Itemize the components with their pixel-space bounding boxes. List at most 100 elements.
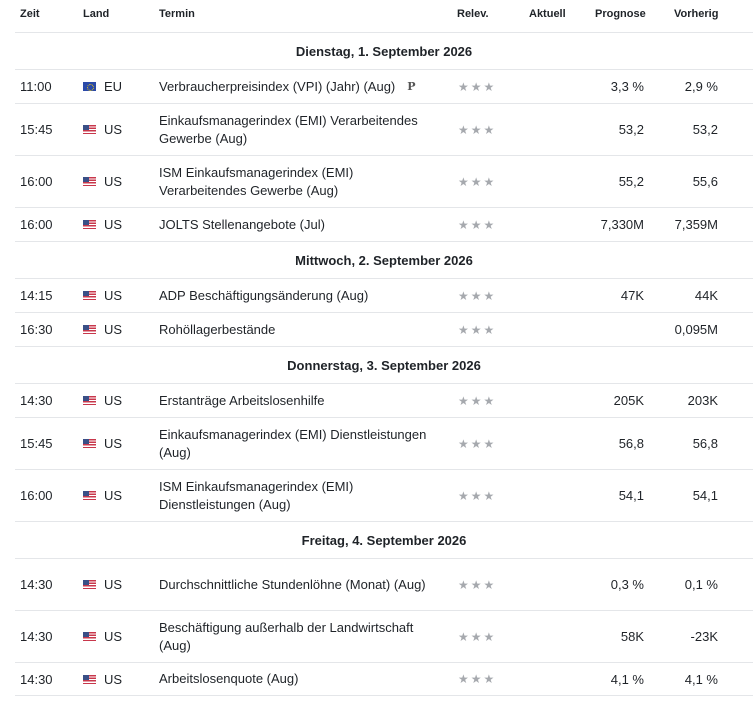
- star-icon: ★: [483, 322, 495, 337]
- us-flag-icon: [83, 220, 96, 229]
- star-icon: ★: [470, 217, 482, 232]
- event-name[interactable]: Rohöllagerbestände: [159, 321, 276, 337]
- header-aktuell[interactable]: Aktuell: [529, 8, 566, 20]
- star-icon: ★: [470, 322, 482, 337]
- event-time: 14:15: [20, 288, 53, 303]
- table-row[interactable]: 11:00 EU Verbraucherpreisindex (VPI) (Ja…: [15, 69, 753, 103]
- event-forecast: 4,1 %: [610, 671, 644, 687]
- header-zeit[interactable]: Zeit: [20, 8, 40, 20]
- country-code: US: [104, 217, 123, 232]
- event-name[interactable]: Durchschnittliche Stundenlöhne (Monat) (…: [159, 576, 426, 592]
- us-flag-icon: [83, 491, 96, 500]
- economic-calendar-table: Zeit Land Termin Relev. Aktuell Prognose…: [15, 0, 753, 696]
- event-time: 14:30: [20, 393, 53, 408]
- us-flag-icon: [83, 325, 96, 334]
- event-time: 14:30: [20, 629, 53, 644]
- table-row[interactable]: 15:45 US Einkaufsmanagerindex (EMI) Dien…: [15, 417, 753, 469]
- event-time: 14:30: [20, 577, 53, 592]
- star-icon: ★: [458, 629, 469, 644]
- day-header: Mittwoch, 2. September 2026: [15, 241, 753, 278]
- country-code: US: [104, 629, 123, 644]
- event-country: US: [83, 279, 122, 312]
- event-name[interactable]: Einkaufsmanagerindex (EMI) Verarbeitende…: [159, 112, 418, 146]
- table-row[interactable]: 16:00 US JOLTS Stellenangebote (Jul) ★ ★ ★…: [15, 207, 753, 241]
- event-name[interactable]: Beschäftigung außerhalb der Landwirtscha…: [159, 619, 414, 653]
- country-code: US: [104, 393, 123, 408]
- table-row[interactable]: 14:30 US Erstanträge Arbeitslosenhilfe ★…: [15, 383, 753, 417]
- country-code: US: [104, 488, 123, 503]
- star-icon: ★: [458, 436, 469, 451]
- relevance-stars: ★ ★ ★: [458, 156, 494, 207]
- event-previous: -23K: [690, 629, 718, 644]
- event-country: US: [83, 104, 122, 155]
- star-icon: ★: [458, 174, 469, 189]
- event-forecast: 7,330M: [600, 217, 644, 232]
- relevance-stars: ★ ★ ★: [458, 208, 494, 241]
- event-name[interactable]: Erstanträge Arbeitslosenhilfe: [159, 392, 325, 408]
- event-title[interactable]: Verbraucherpreisindex (VPI) (Jahr) (Aug): [159, 78, 396, 94]
- header-termin[interactable]: Termin: [159, 8, 195, 20]
- relevance-stars: ★ ★ ★: [458, 418, 494, 469]
- event-previous: 54,1: [692, 488, 718, 503]
- event-name[interactable]: Verbraucherpreisindex (VPI) (Jahr) (Aug)…: [159, 70, 439, 103]
- star-icon: ★: [470, 436, 482, 451]
- star-icon: ★: [483, 174, 495, 189]
- star-icon: ★: [483, 393, 495, 408]
- event-name[interactable]: Arbeitslosenquote (Aug): [159, 671, 299, 686]
- event-previous: 0,1 %: [684, 577, 718, 592]
- event-previous: 4,1 %: [684, 671, 718, 687]
- event-time: 16:30: [20, 322, 53, 337]
- relevance-stars: ★ ★ ★: [458, 384, 494, 417]
- table-row[interactable]: 14:30 US Arbeitslosenquote (Aug) ★ ★ ★ 4,1…: [15, 662, 753, 696]
- event-name[interactable]: ISM Einkaufsmanagerindex (EMI) Dienstlei…: [159, 478, 354, 512]
- table-row[interactable]: 16:00 US ISM Einkaufsmanagerindex (EMI) …: [15, 469, 753, 521]
- table-row[interactable]: 15:45 US Einkaufsmanagerindex (EMI) Vera…: [15, 103, 753, 155]
- header-relev[interactable]: Relev.: [457, 8, 489, 20]
- event-forecast: 56,8: [618, 436, 644, 451]
- star-icon: ★: [483, 217, 495, 232]
- table-row[interactable]: 16:00 US ISM Einkaufsmanagerindex (EMI) …: [15, 155, 753, 207]
- us-flag-icon: [83, 291, 96, 300]
- event-forecast: 47K: [620, 288, 644, 303]
- eu-flag-icon: [83, 82, 96, 91]
- relevance-stars: ★ ★ ★: [458, 279, 494, 312]
- us-flag-icon: [83, 125, 96, 134]
- star-icon: ★: [483, 629, 495, 644]
- star-icon: ★: [470, 488, 482, 503]
- event-name[interactable]: ISM Einkaufsmanagerindex (EMI) Verarbeit…: [159, 164, 354, 198]
- header-prognose[interactable]: Prognose: [595, 8, 646, 20]
- table-row[interactable]: 14:30 US Beschäftigung außerhalb der Lan…: [15, 610, 753, 662]
- country-code: US: [104, 671, 123, 687]
- event-country: US: [83, 611, 122, 662]
- table-header: Zeit Land Termin Relev. Aktuell Prognose…: [15, 0, 753, 32]
- event-country: US: [83, 208, 122, 241]
- star-icon: ★: [470, 122, 482, 137]
- star-icon: ★: [458, 217, 469, 232]
- table-row[interactable]: 14:15 US ADP Beschäftigungsänderung (Aug…: [15, 278, 753, 312]
- event-previous: 0,095M: [674, 322, 718, 337]
- event-previous: 44K: [694, 288, 718, 303]
- relevance-stars: ★ ★ ★: [458, 104, 494, 155]
- event-time: 16:00: [20, 488, 53, 503]
- table-row[interactable]: 14:30 US Durchschnittliche Stundenlöhne …: [15, 558, 753, 610]
- event-name[interactable]: JOLTS Stellenangebote (Jul): [159, 216, 325, 232]
- event-forecast: 55,2: [618, 174, 644, 189]
- table-row[interactable]: 16:30 US Rohöllagerbestände ★ ★ ★ 0,095M: [15, 312, 753, 346]
- star-icon: ★: [458, 122, 469, 137]
- event-country: US: [83, 418, 122, 469]
- header-land[interactable]: Land: [83, 8, 110, 20]
- country-code: US: [104, 174, 123, 189]
- day-header: Donnerstag, 3. September 2026: [15, 346, 753, 383]
- day-header: Dienstag, 1. September 2026: [15, 32, 753, 69]
- star-icon: ★: [470, 79, 482, 94]
- event-previous: 53,2: [692, 122, 718, 137]
- event-time: 15:45: [20, 122, 53, 137]
- country-code: US: [104, 436, 123, 451]
- event-name[interactable]: ADP Beschäftigungsänderung (Aug): [159, 287, 369, 303]
- event-previous: 7,359M: [674, 217, 718, 232]
- us-flag-icon: [83, 580, 96, 589]
- header-vorherig[interactable]: Vorherig: [674, 8, 719, 20]
- star-icon: ★: [483, 672, 495, 686]
- star-icon: ★: [458, 322, 469, 337]
- event-name[interactable]: Einkaufsmanagerindex (EMI) Dienstleistun…: [159, 426, 427, 460]
